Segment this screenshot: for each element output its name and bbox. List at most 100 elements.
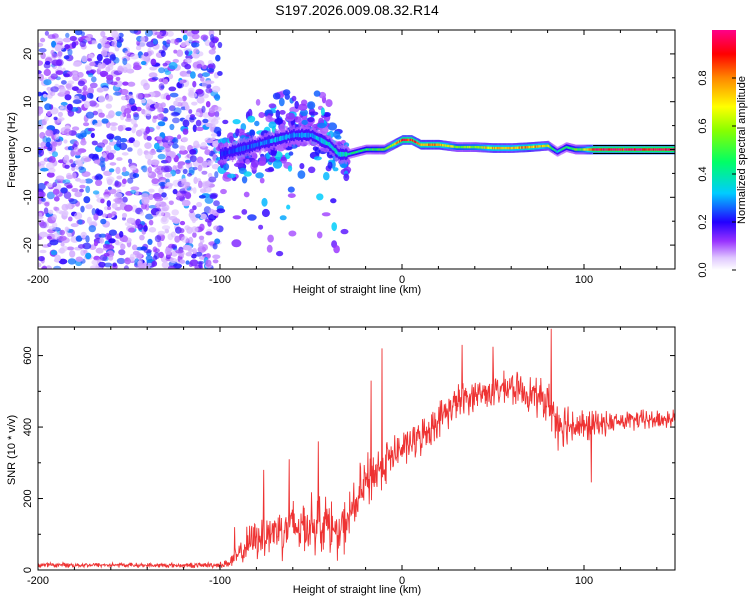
noise-blob: [103, 262, 113, 268]
noise-blob: [67, 258, 77, 265]
noise-blob: [116, 157, 123, 161]
ridge-core: [647, 148, 650, 151]
noise-blob: [90, 40, 98, 45]
ridge-core: [497, 146, 500, 150]
noise-blob: [149, 128, 154, 133]
noise-blob: [76, 88, 82, 94]
noise-blob: [156, 113, 165, 121]
noise-blob: [174, 235, 181, 243]
ridge-core: [590, 148, 592, 151]
ridge-core: [365, 148, 368, 151]
ridge-core: [576, 148, 579, 151]
noise-blob: [123, 265, 129, 269]
ridge-core: [569, 146, 571, 150]
scatter-blob: [259, 177, 265, 184]
noise-blob: [188, 109, 193, 114]
ridge-core: [234, 148, 237, 153]
noise-blob: [113, 91, 122, 96]
ridge-core: [613, 148, 615, 151]
ridge-core: [616, 148, 619, 151]
noise-blob: [123, 204, 133, 212]
noise-blob: [209, 34, 215, 41]
noise-blob: [54, 133, 60, 140]
ridge-core: [609, 148, 612, 151]
noise-blob: [45, 141, 51, 148]
noise-blob: [141, 197, 150, 205]
ridge-core: [302, 133, 305, 138]
noise-blob: [48, 225, 56, 230]
noise-blob: [91, 259, 99, 266]
noise-blob: [71, 41, 77, 49]
ridge-core: [591, 148, 593, 151]
noise-blob: [112, 33, 120, 38]
ridge-core: [508, 146, 511, 150]
scatter-blob: [243, 171, 252, 177]
ridge-core: [284, 135, 287, 140]
ridge-core: [472, 145, 474, 149]
ridge-core: [291, 133, 294, 138]
noise-blob: [193, 48, 200, 54]
noise-blob: [78, 219, 83, 225]
y-tick-label: -10: [22, 189, 34, 205]
scatter-blob: [222, 119, 229, 125]
noise-blob: [204, 149, 211, 156]
ridge-core: [391, 144, 393, 147]
ridge-core: [518, 146, 521, 149]
noise-blob: [119, 231, 124, 238]
noise-blob: [201, 72, 210, 77]
noise-blob: [50, 86, 59, 93]
ridge-core: [404, 138, 407, 142]
scatter-blob: [258, 224, 264, 230]
ridge-core: [258, 142, 260, 147]
noise-blob: [192, 205, 197, 211]
ridge-core: [477, 146, 480, 149]
noise-blob: [102, 152, 107, 159]
ridge-core: [500, 146, 502, 150]
noise-blob: [98, 261, 106, 268]
ridge-core: [612, 148, 614, 151]
ridge-core: [558, 149, 561, 153]
ridge-core: [556, 150, 559, 154]
ridge-core: [434, 143, 437, 146]
noise-blob: [70, 223, 79, 228]
ridge-core: [222, 151, 225, 156]
x-tick-label: 0: [399, 274, 405, 286]
ridge-core: [421, 143, 423, 146]
noise-blob: [201, 105, 206, 113]
noise-blob: [100, 198, 105, 204]
ridge-core: [632, 148, 634, 151]
ridge-core: [644, 148, 646, 151]
noise-blob: [100, 31, 106, 37]
noise-blob: [51, 53, 58, 59]
noise-blob: [114, 135, 122, 141]
ridge-core: [513, 146, 516, 150]
noise-blob: [85, 34, 93, 39]
ridge-core: [544, 144, 547, 148]
ridge-core: [519, 146, 521, 149]
ridge-core: [285, 134, 288, 140]
noise-blob: [107, 213, 113, 219]
noise-blob: [200, 142, 207, 148]
ridge-core: [493, 146, 495, 150]
ridge-core: [643, 148, 645, 151]
noise-blob: [53, 116, 58, 121]
noise-blob: [109, 162, 117, 166]
noise-blob: [168, 73, 174, 80]
noise-blob: [46, 191, 55, 200]
ridge-core: [424, 143, 427, 146]
noise-blob: [62, 156, 70, 164]
ridge-core: [289, 133, 291, 139]
scatter-blob: [227, 173, 236, 179]
noise-blob: [114, 181, 122, 188]
ridge-core: [433, 143, 436, 146]
noise-blob: [72, 150, 77, 156]
ridge-core: [276, 137, 278, 142]
noise-blob: [62, 210, 69, 216]
noise-blob: [103, 58, 112, 65]
noise-blob: [208, 214, 217, 221]
noise-blob: [97, 62, 103, 71]
ridge-core: [355, 150, 358, 154]
noise-blob: [67, 80, 75, 85]
noise-blob: [54, 254, 61, 262]
noise-blob: [107, 206, 112, 211]
